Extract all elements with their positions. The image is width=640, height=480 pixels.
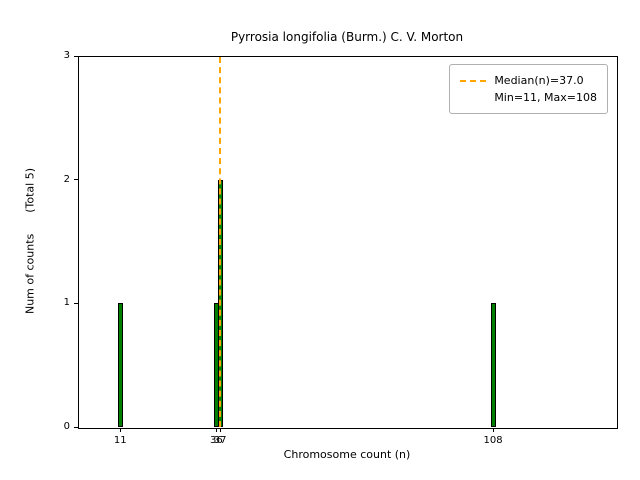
legend: Median(n)=37.0 Min=11, Max=108 [449, 64, 608, 114]
y-tick-label: 3 [63, 50, 70, 61]
x-tick-mark [219, 428, 221, 432]
x-tick-label: 108 [483, 435, 503, 446]
x-axis-label: Chromosome count (n) [283, 448, 411, 461]
x-tick-label: 37 [213, 435, 227, 446]
histogram-bar [490, 303, 496, 427]
x-tick-mark [215, 428, 217, 432]
plot-area [78, 56, 618, 429]
y-tick-label: 1 [63, 297, 70, 309]
y-tick-mark [74, 302, 78, 304]
y-tick-label: 2 [63, 173, 70, 185]
chart-title: Pyrrosia longifolia (Burm.) C. V. Morton [230, 30, 464, 44]
x-tick-mark [492, 428, 494, 432]
y-axis-label: Num of counts (Total 5) [23, 167, 37, 315]
median-dashed-line-sample [460, 79, 487, 82]
y-tick-mark [74, 179, 78, 181]
legend-entry-minmax: Min=11, Max=108 [460, 89, 597, 106]
legend-label-median: Median(n)=37.0 [494, 74, 584, 87]
median-line [219, 57, 222, 427]
y-tick-mark [74, 426, 78, 428]
legend-blank-sample [460, 97, 486, 99]
histogram-bar [117, 303, 123, 427]
legend-label-minmax: Min=11, Max=108 [494, 91, 597, 104]
x-tick-label: 36 [209, 435, 223, 446]
legend-entry-median: Median(n)=37.0 [460, 72, 597, 89]
x-tick-mark [119, 428, 121, 432]
y-tick-mark [74, 55, 78, 57]
y-tick-label: 0 [63, 421, 70, 432]
x-tick-label: 11 [113, 435, 127, 446]
